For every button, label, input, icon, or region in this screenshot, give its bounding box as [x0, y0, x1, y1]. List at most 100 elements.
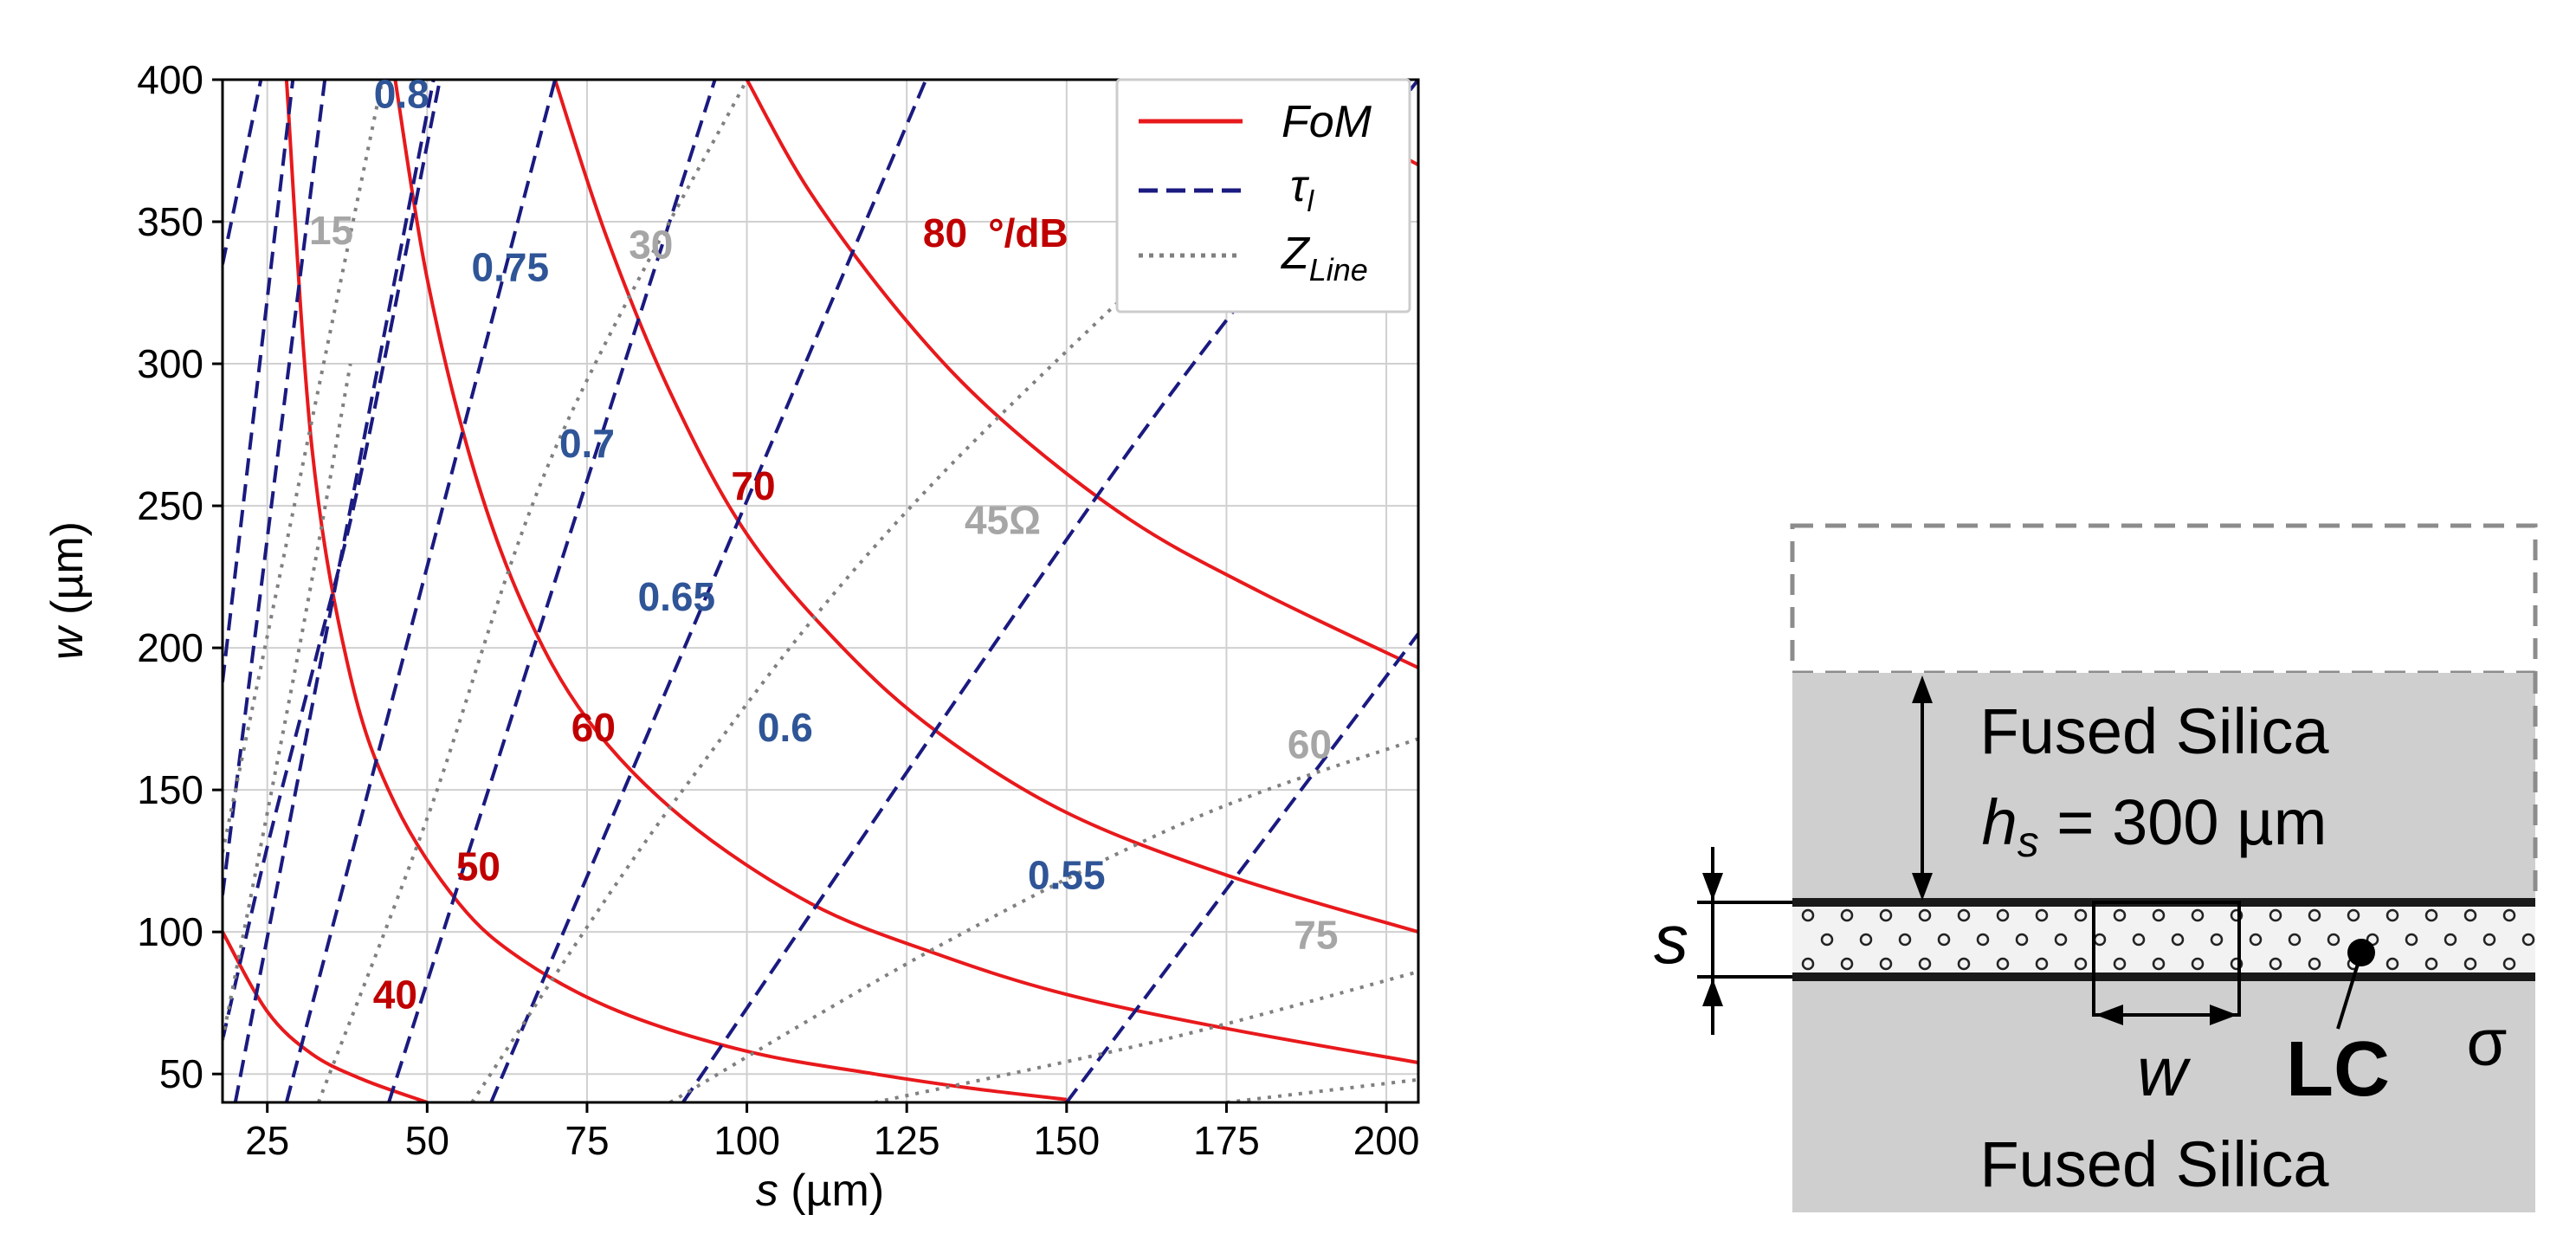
lc-molecule-dot — [2191, 957, 2205, 971]
lc-molecule-dot — [2015, 933, 2029, 947]
lc-molecule-dot — [1801, 957, 1815, 971]
top-layer-label: Fused Silica — [1979, 695, 2329, 767]
legend-box — [1115, 78, 1411, 313]
lc-molecule-dot — [1879, 957, 1893, 971]
fom-unit-label: °/dB — [988, 210, 1068, 255]
lc-molecule-dot — [2230, 908, 2244, 922]
lc-molecule-dot — [1859, 933, 1873, 947]
tau-contour-label: 0.6 — [758, 705, 813, 750]
bottom-layer-label: Fused Silica — [1979, 1128, 2329, 1200]
zline-contour-label: 15 — [309, 208, 353, 253]
zline-contour-label: 60 — [1288, 722, 1332, 767]
tau-contour-label: 0.8 — [374, 71, 429, 116]
contour-labels: 0.8 0.75 0.7 0.65 0.6 0.55 40 50 60 70 80 °/dB 15 30 4… — [309, 71, 1338, 1017]
lc-molecule-dot — [1996, 957, 2010, 971]
fom-contour-label: 70 — [731, 463, 775, 508]
lc-molecule-dot — [2424, 908, 2438, 922]
lc-molecule-dot — [2502, 908, 2516, 922]
y-axis-label: w (µm) — [42, 521, 93, 660]
lc-molecule-dot — [2521, 933, 2535, 947]
contour-chart: 25 50 75 100 125 150 175 200 50 100 150 200 250 300 3… — [42, 57, 1420, 1216]
lc-molecule-dot — [2210, 933, 2224, 947]
y-tick-label: 400 — [137, 57, 203, 102]
lc-molecule-dot — [2463, 957, 2477, 971]
fom-contour — [745, 80, 1418, 669]
lc-molecule-dot — [2054, 933, 2068, 947]
y-tick-label: 300 — [137, 341, 203, 386]
lc-molecule-dot — [2502, 957, 2516, 971]
lc-molecule-dot — [2308, 908, 2321, 922]
lc-molecule-dot — [2152, 908, 2166, 922]
lc-molecule-dot — [1937, 933, 1951, 947]
tau-contour-label: 0.55 — [1028, 853, 1106, 898]
fom-contour-label: 50 — [456, 844, 500, 889]
conductivity-label: σ — [2467, 1006, 2508, 1080]
lc-molecule-dot — [2035, 908, 2049, 922]
y-tick-label: 150 — [137, 767, 203, 812]
tau-contour — [223, 80, 442, 1041]
lc-molecule-dot — [2152, 957, 2166, 971]
tau-contour-label: 0.75 — [472, 245, 550, 290]
lc-molecule-dot — [2074, 957, 2088, 971]
lc-molecule-dot — [2386, 908, 2399, 922]
lc-molecule-dot — [2327, 933, 2340, 947]
zline-contour — [1226, 1077, 1418, 1102]
legend: FoM τl ZLine — [1115, 78, 1411, 313]
gap-arrowhead-bottom — [1702, 979, 1723, 1006]
y-tick-label: 100 — [137, 909, 203, 954]
x-ticks: 25 50 75 100 125 150 175 200 — [245, 1102, 1419, 1163]
legend-z-label: ZLine — [1280, 229, 1368, 288]
fom-contour-label: 40 — [373, 972, 417, 1017]
lc-molecule-dot — [1840, 957, 1854, 971]
lc-molecule-dot — [2132, 933, 2146, 947]
y-tick-label: 250 — [137, 483, 203, 528]
fom-contour — [393, 80, 1418, 1065]
x-tick-label: 100 — [713, 1118, 780, 1163]
lc-molecule-dot — [1976, 933, 1990, 947]
fom-contour — [284, 80, 1068, 1102]
x-tick-label: 200 — [1353, 1118, 1420, 1163]
lc-pointer-dot — [2347, 939, 2375, 966]
lc-molecule-dot — [2288, 933, 2302, 947]
zline-contour — [874, 970, 1418, 1102]
plot-frame — [221, 78, 1420, 1104]
y-ticks: 50 100 150 200 250 300 350 400 — [137, 57, 223, 1096]
width-arrowhead-right — [2210, 1005, 2237, 1025]
lc-molecule-dot — [2074, 908, 2088, 922]
x-axis-label: s (µm) — [756, 1166, 884, 1216]
fom-contour-label: 80 — [923, 210, 967, 255]
tau-contour — [223, 80, 327, 895]
thickness-arrowhead-bottom — [1912, 873, 1933, 901]
lc-molecule-dot — [1898, 933, 1912, 947]
x-tick-label: 25 — [245, 1118, 289, 1163]
lc-molecule-dot — [2035, 957, 2049, 971]
tau-contour — [233, 80, 436, 1102]
tau-contour — [284, 80, 557, 1102]
x-tick-label: 150 — [1033, 1118, 1100, 1163]
tau-contour-label: 0.7 — [559, 421, 615, 466]
lc-molecule-dot — [2113, 908, 2127, 922]
lc-molecule-dot — [2113, 957, 2127, 971]
tau-contour — [1065, 632, 1418, 1102]
cross-section-schematic: Fused Silica hs = 300 µm s w LC σ Fused … — [1654, 523, 2538, 1212]
fom-contour — [553, 80, 1418, 934]
width-arrowhead-left — [2095, 1005, 2123, 1025]
lc-molecule-dot — [2463, 908, 2477, 922]
lc-pointer-line — [2336, 960, 2360, 1030]
lc-molecule-dot — [2191, 908, 2205, 922]
fom-contour — [223, 931, 428, 1102]
legend-tau-label: τl — [1290, 161, 1314, 218]
thickness-arrowhead-top — [1912, 675, 1933, 703]
lc-molecule-dot — [2308, 957, 2321, 971]
lc-label: LC — [2286, 1026, 2390, 1113]
lc-molecules — [1801, 908, 2535, 971]
x-tick-label: 175 — [1193, 1118, 1260, 1163]
y-tick-label: 50 — [159, 1051, 203, 1096]
lc-molecule-dot — [2444, 933, 2457, 947]
tau-contour-label: 0.65 — [638, 574, 716, 619]
legend-fom-label: FoM — [1282, 97, 1372, 147]
lc-molecule-dot — [1879, 908, 1893, 922]
lc-molecule-dot — [2171, 933, 2185, 947]
lc-molecule-dot — [2424, 957, 2438, 971]
